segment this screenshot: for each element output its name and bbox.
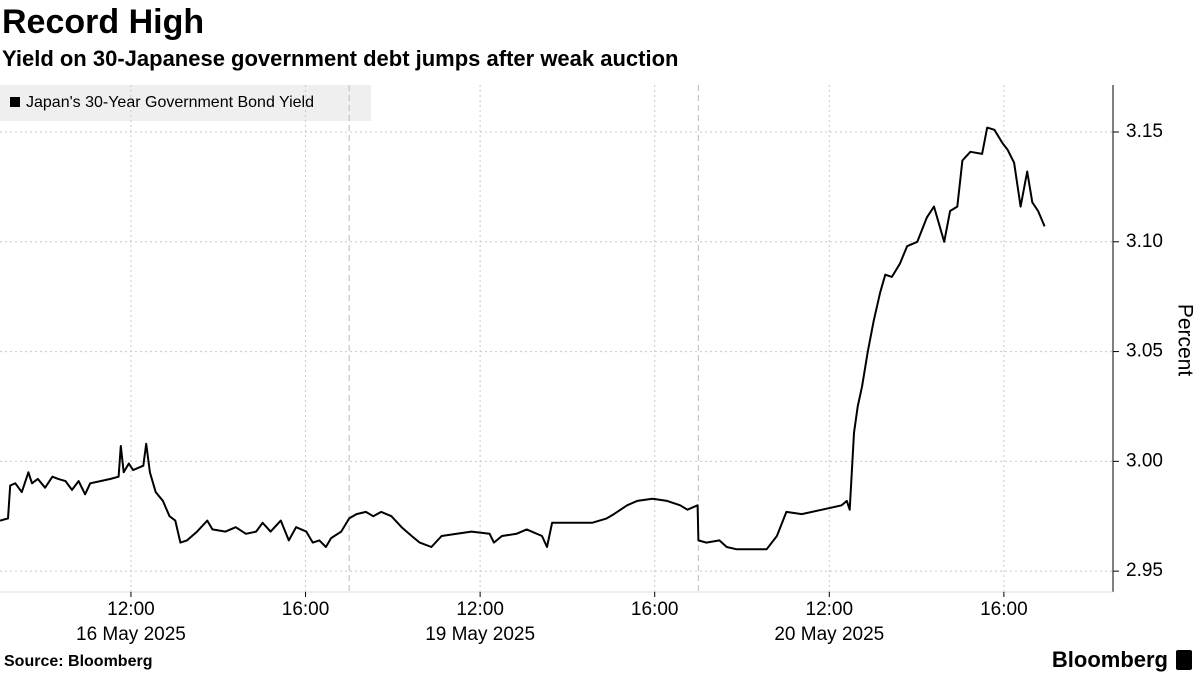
y-tick-label: 3.10	[1126, 231, 1163, 252]
x-tick-label: 12:00	[806, 599, 854, 620]
y-tick-label: 3.15	[1126, 121, 1163, 142]
x-tick-label: 16:00	[282, 599, 330, 620]
brand: Bloomberg	[1052, 647, 1168, 672]
source: Source: Bloomberg	[4, 653, 152, 670]
chart-subtitle: Yield on 30-Japanese government debt jum…	[2, 46, 678, 71]
y-tick-label: 3.00	[1126, 450, 1163, 471]
y-tick-label: 2.95	[1126, 560, 1163, 581]
x-date-label: 19 May 2025	[425, 624, 535, 645]
y-axis-label: Percent	[1173, 304, 1196, 377]
legend-swatch	[10, 97, 20, 107]
legend-box	[0, 85, 371, 121]
y-tick-label: 3.05	[1126, 341, 1163, 362]
series-line	[0, 126, 1046, 551]
x-tick-label: 12:00	[456, 599, 504, 620]
x-date-label: 16 May 2025	[76, 624, 186, 645]
x-date-label: 20 May 2025	[774, 624, 884, 645]
x-tick-label: 12:00	[107, 599, 155, 620]
chart-title: Record High	[2, 3, 204, 41]
brand-icon	[1176, 650, 1192, 670]
legend-label: Japan's 30-Year Government Bond Yield	[26, 94, 314, 111]
x-tick-label: 16:00	[980, 599, 1028, 620]
x-tick-label: 16:00	[631, 599, 679, 620]
